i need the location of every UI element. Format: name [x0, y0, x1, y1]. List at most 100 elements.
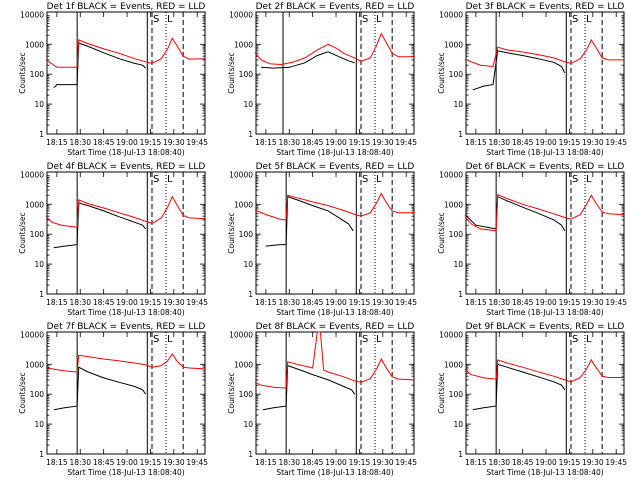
y-tick-label: 1000 — [444, 40, 463, 49]
x-tick-label: 18:30 — [69, 138, 91, 147]
x-tick-label: 18:30 — [488, 458, 510, 467]
x-axis-label: Start Time (18-Jul-13 18:08:40) — [276, 148, 393, 157]
lld-series-line — [45, 353, 206, 373]
y-axis-label: Counts/sec — [437, 52, 446, 93]
panel-det-3: Det 3f BLACK = Events, RED = LLD 1 10 100 10… — [437, 2, 627, 157]
lld-series-line — [464, 193, 625, 232]
y-tick-label: 1 — [458, 450, 463, 459]
marker-l-label: L — [167, 334, 173, 345]
y-tick-label: 10 — [34, 100, 44, 109]
marker-l-label: L — [376, 174, 382, 185]
x-tick-label: 19:30 — [372, 298, 394, 307]
x-tick-label: 18:30 — [278, 138, 300, 147]
y-tick-label: 1 — [39, 290, 44, 299]
marker-s-label: S — [572, 334, 578, 345]
x-tick-label: 18:30 — [488, 138, 510, 147]
y-tick-label: 100 — [30, 230, 45, 239]
x-tick-label: 19:45 — [186, 298, 208, 307]
y-tick-label: 10 — [453, 100, 463, 109]
lld-series-line — [464, 358, 624, 383]
y-tick-label: 1 — [39, 130, 44, 139]
events-series-line — [262, 364, 356, 411]
x-tick-label: 19:30 — [372, 458, 394, 467]
y-axis-label: Counts/sec — [227, 372, 236, 413]
y-tick-label: 100 — [30, 390, 45, 399]
y-tick-label: 1 — [458, 290, 463, 299]
x-tick-label: 19:15 — [559, 458, 581, 467]
plot-frame — [465, 11, 625, 135]
x-tick-label: 18:45 — [93, 458, 115, 467]
x-axis-label: Start Time (18-Jul-13 18:08:40) — [276, 308, 393, 317]
y-tick-label: 100 — [449, 70, 464, 79]
y-tick-label: 10000 — [439, 10, 463, 19]
x-tick-label: 19:30 — [582, 138, 604, 147]
events-series-line — [265, 195, 354, 247]
events-series-line — [53, 202, 147, 249]
lld-series-line — [254, 331, 415, 389]
x-tick-label: 18:45 — [302, 458, 324, 467]
y-tick-label: 10 — [243, 100, 253, 109]
marker-s-label: S — [153, 14, 159, 25]
panel-det-4: Det 4f BLACK = Events, RED = LLD 1 10 100 10… — [18, 162, 208, 317]
y-tick-label: 10 — [453, 260, 463, 269]
marker-l-label: L — [167, 14, 173, 25]
panel-det-6: Det 6f BLACK = Events, RED = LLD 1 10 100 10… — [437, 162, 627, 317]
marker-s-label: S — [572, 14, 578, 25]
y-tick-label: 10000 — [229, 10, 253, 19]
events-series-line — [472, 50, 566, 91]
panel-title: Det 6f BLACK = Events, RED = LLD — [466, 162, 625, 172]
x-tick-label: 18:30 — [278, 458, 300, 467]
y-tick-label: 10000 — [439, 330, 463, 339]
y-tick-label: 10000 — [439, 170, 463, 179]
marker-l-label: L — [586, 334, 592, 345]
plot-frame — [46, 11, 206, 135]
x-tick-label: 18:15 — [465, 458, 487, 467]
marker-l-label: L — [586, 174, 592, 185]
panel-det-8: Det 8f BLACK = Events, RED = LLD 1 10 100 10… — [227, 322, 417, 477]
plot-frame — [465, 331, 625, 455]
x-tick-label: 19:00 — [325, 298, 347, 307]
x-tick-label: 18:45 — [93, 298, 115, 307]
y-tick-label: 1000 — [234, 360, 253, 369]
y-tick-label: 100 — [239, 230, 254, 239]
x-tick-label: 18:30 — [69, 458, 91, 467]
x-tick-label: 18:45 — [512, 458, 534, 467]
x-tick-label: 19:30 — [163, 298, 185, 307]
x-tick-label: 19:30 — [372, 138, 394, 147]
y-axis-label: Counts/sec — [18, 372, 27, 413]
plot-frame — [46, 331, 206, 455]
y-tick-label: 10 — [243, 420, 253, 429]
y-tick-label: 100 — [239, 390, 254, 399]
x-tick-label: 18:30 — [69, 298, 91, 307]
x-axis-label: Start Time (18-Jul-13 18:08:40) — [276, 468, 393, 477]
x-tick-label: 19:15 — [349, 458, 371, 467]
y-axis-label: Counts/sec — [227, 212, 236, 253]
x-tick-label: 19:15 — [559, 138, 581, 147]
plot-frame — [255, 171, 415, 295]
panel-det-1: Det 1f BLACK = Events, RED = LLD 1 10 100 10… — [18, 2, 208, 157]
y-tick-label: 1 — [248, 450, 253, 459]
lld-series-line — [45, 195, 206, 228]
y-tick-label: 1 — [39, 450, 44, 459]
events-series-line — [472, 363, 566, 411]
marker-l-label: L — [376, 334, 382, 345]
x-tick-label: 18:15 — [255, 458, 277, 467]
marker-s-label: S — [153, 174, 159, 185]
x-tick-label: 19:15 — [140, 458, 162, 467]
y-tick-label: 10 — [34, 420, 44, 429]
panel-title: Det 4f BLACK = Events, RED = LLD — [47, 162, 206, 172]
marker-l-label: L — [586, 14, 592, 25]
x-tick-label: 19:00 — [116, 138, 138, 147]
y-axis-label: Counts/sec — [227, 52, 236, 93]
x-tick-label: 19:45 — [395, 458, 417, 467]
panel-det-7: Det 7f BLACK = Events, RED = LLD 1 10 100 10… — [18, 322, 208, 477]
x-tick-label: 19:00 — [535, 138, 557, 147]
x-tick-label: 19:15 — [140, 138, 162, 147]
x-tick-label: 19:15 — [559, 298, 581, 307]
y-axis-label: Counts/sec — [18, 52, 27, 93]
marker-s-label: S — [362, 334, 368, 345]
marker-s-label: S — [362, 14, 368, 25]
y-tick-label: 1 — [248, 290, 253, 299]
